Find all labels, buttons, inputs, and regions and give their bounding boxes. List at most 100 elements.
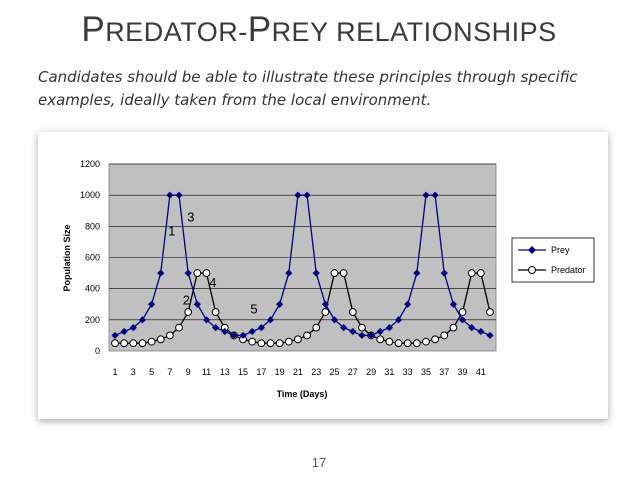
predator-point xyxy=(486,308,494,316)
slide-subtitle: Candidates should be able to illustrate … xyxy=(38,68,578,109)
y-tick-label: 200 xyxy=(85,315,100,325)
prey-point xyxy=(147,300,156,308)
predator-point xyxy=(422,337,430,346)
predator-point xyxy=(403,339,412,348)
predator-point xyxy=(358,323,366,332)
predator-point xyxy=(458,308,467,316)
prey-point xyxy=(212,324,220,332)
legend-box xyxy=(511,237,595,283)
prey-point xyxy=(321,300,329,308)
x-tick-label: 15 xyxy=(238,367,248,377)
predator-point xyxy=(312,323,321,332)
prey-point xyxy=(303,191,311,199)
prey-point xyxy=(166,191,174,199)
x-tick-label: 11 xyxy=(202,367,211,377)
page-number: 17 xyxy=(311,455,327,470)
predator-point xyxy=(303,331,311,340)
prey-point xyxy=(468,324,476,332)
predator-point xyxy=(294,335,302,344)
prey-point xyxy=(340,324,348,332)
y-axis-ticks: 0 200 400 600 800 1000 1200 xyxy=(80,159,100,356)
predator-point xyxy=(202,269,211,277)
x-tick-label: 35 xyxy=(421,367,431,377)
prey-point xyxy=(449,300,458,308)
legend-predator-label: Predator xyxy=(551,265,586,275)
predator-point xyxy=(156,335,165,344)
predator-point xyxy=(138,339,147,348)
slide-title: PREDATOR-PREY RELATIONSHIPS xyxy=(0,10,638,50)
annotation-label: 5 xyxy=(250,302,257,317)
prey-point xyxy=(367,331,375,340)
predator-point xyxy=(385,337,394,346)
legend-prey-label: Prey xyxy=(551,245,570,255)
x-tick-label: 9 xyxy=(186,367,191,377)
y-tick-label: 400 xyxy=(85,284,100,294)
annotation-label: 3 xyxy=(187,210,194,225)
predator-point xyxy=(184,308,193,316)
x-tick-label: 17 xyxy=(256,367,266,377)
legend-prey-marker xyxy=(528,246,536,254)
x-tick-label: 21 xyxy=(293,367,303,377)
predator-point xyxy=(467,269,476,277)
predator-point xyxy=(412,339,421,348)
x-tick-label: 41 xyxy=(476,367,486,377)
predator-point xyxy=(129,339,138,348)
prey-point xyxy=(294,191,302,199)
predator-point xyxy=(376,335,385,344)
prey-point xyxy=(312,269,320,277)
x-tick-label: 19 xyxy=(275,367,285,377)
annotation-label: 1 xyxy=(168,224,175,239)
predator-point xyxy=(211,308,220,316)
x-tick-label: 25 xyxy=(330,367,340,377)
predator-point xyxy=(476,269,485,277)
x-tick-label: 7 xyxy=(167,367,172,377)
x-tick-label: 31 xyxy=(384,367,394,377)
x-tick-label: 5 xyxy=(149,367,154,377)
predator-point xyxy=(440,331,449,340)
predator-point xyxy=(266,339,275,348)
prey-point xyxy=(404,300,412,308)
series-layer xyxy=(111,191,494,348)
annotation-layer: 1 2 3 4 5 xyxy=(168,210,258,317)
y-axis-label: Population Size xyxy=(62,224,72,291)
predator-point xyxy=(348,308,357,316)
title-rest-1: REDATOR- xyxy=(105,17,248,47)
predator-point xyxy=(431,335,440,344)
y-tick-label: 600 xyxy=(85,253,100,263)
prey-point xyxy=(276,300,284,308)
predator-point xyxy=(330,269,339,277)
title-initial-2: P xyxy=(247,10,272,49)
y-tick-label: 1200 xyxy=(80,159,100,169)
prey-point xyxy=(257,324,265,332)
predator-point xyxy=(147,337,156,346)
annotation-label: 2 xyxy=(183,292,190,307)
predator-point xyxy=(257,339,266,348)
x-tick-label: 33 xyxy=(403,367,413,377)
predator-point xyxy=(193,269,202,277)
y-tick-label: 0 xyxy=(95,346,100,356)
title-rest-2: REY RELATIONSHIPS xyxy=(271,17,557,47)
title-initial-1: P xyxy=(81,10,106,49)
predator-point xyxy=(175,323,183,332)
prey-point xyxy=(175,191,183,199)
predator-point xyxy=(449,323,458,332)
x-tick-label: 3 xyxy=(131,367,136,377)
chart-frame: 0 200 400 600 800 1000 1200 1 3 5 7 9 11 13 15 17 19 21 2… xyxy=(38,132,608,419)
annotation-label: 4 xyxy=(209,275,216,290)
predator-point xyxy=(339,269,348,277)
prey-point xyxy=(385,324,393,332)
x-tick-label: 37 xyxy=(439,367,449,377)
predator-point xyxy=(165,331,174,340)
prey-point xyxy=(129,324,137,332)
x-axis-label: Time (Days) xyxy=(277,389,328,399)
predator-point xyxy=(111,339,119,348)
x-tick-label: 13 xyxy=(220,367,230,377)
x-tick-label: 23 xyxy=(311,367,321,377)
predator-point xyxy=(284,337,293,346)
x-tick-label: 1 xyxy=(112,367,117,377)
legend-predator-marker xyxy=(528,266,536,274)
x-tick-label: 27 xyxy=(348,367,358,377)
y-tick-label: 1000 xyxy=(80,190,100,200)
predator-point xyxy=(321,308,330,316)
